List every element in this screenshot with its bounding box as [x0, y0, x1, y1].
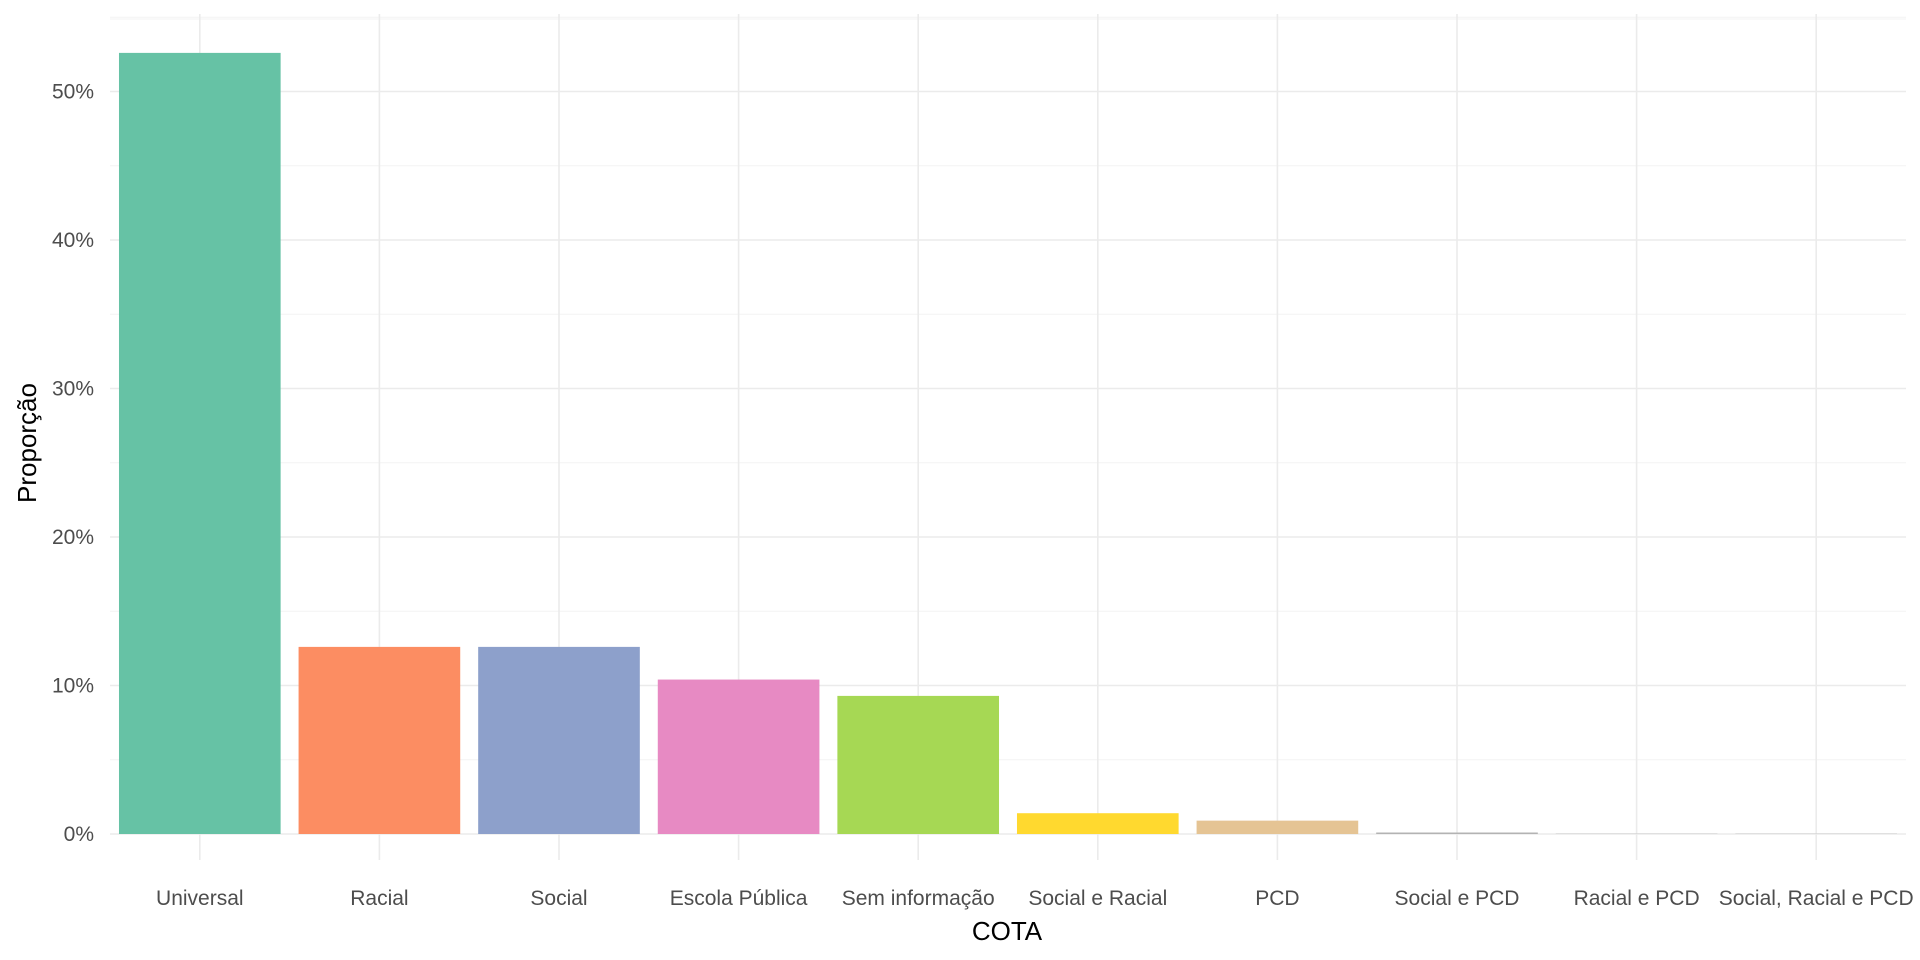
y-tick-label: 40% — [52, 229, 94, 252]
x-axis-title: COTA — [972, 916, 1043, 946]
y-axis-ticks: 0% 10% 20% 30% 40% 50% — [52, 81, 94, 847]
x-tick-label: Racial — [350, 887, 408, 910]
y-axis-title: Proporção — [12, 383, 42, 503]
y-tick-label: 50% — [52, 81, 94, 104]
bar — [1376, 832, 1538, 834]
x-tick-label: Sem informação — [842, 887, 995, 910]
bar — [1196, 820, 1359, 834]
x-tick-label: Social e PCD — [1395, 887, 1520, 910]
x-tick-label: Racial e PCD — [1574, 887, 1700, 910]
bars — [118, 52, 1898, 834]
y-tick-label: 20% — [52, 526, 94, 549]
x-tick-label: Social e Racial — [1028, 887, 1167, 910]
x-tick-label: Social — [530, 887, 587, 910]
x-tick-label: Social, Racial e PCD — [1719, 887, 1914, 910]
bar — [118, 52, 281, 834]
bar — [1016, 813, 1179, 834]
x-tick-label: Universal — [156, 887, 244, 910]
x-axis-ticks: Universal Racial Social Escola Pública Sem i… — [156, 887, 1914, 910]
y-tick-label: 30% — [52, 378, 94, 401]
x-tick-label: Escola Pública — [670, 887, 808, 910]
x-tick-label: PCD — [1255, 887, 1299, 910]
bar — [478, 646, 640, 834]
bar — [657, 679, 820, 834]
bar — [298, 646, 461, 834]
y-tick-label: 10% — [52, 675, 94, 698]
bar — [837, 695, 1000, 834]
y-tick-label: 0% — [64, 823, 94, 846]
